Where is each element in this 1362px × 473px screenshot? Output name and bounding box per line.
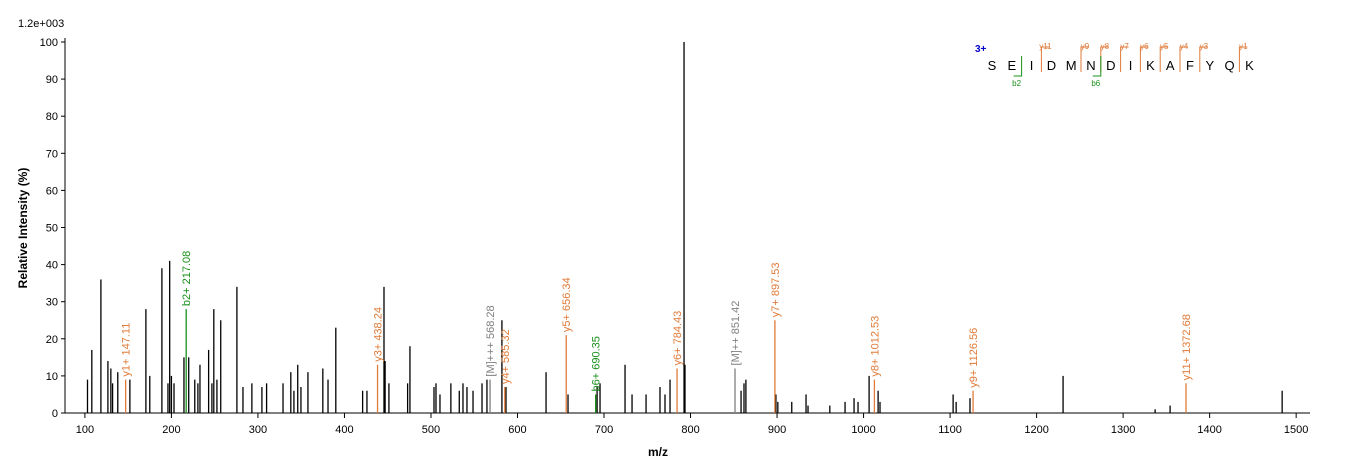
- y-tick-label: 80: [46, 111, 58, 123]
- peak-annotation: y5+ 656.34: [561, 277, 573, 332]
- peak-annotation: y9+ 1126.56: [968, 328, 980, 388]
- y-ion-marker: [1040, 46, 1050, 72]
- residue: S: [988, 58, 997, 73]
- charge-state: 3+: [975, 44, 987, 55]
- b-ion-label: b2: [1012, 79, 1021, 88]
- peak-annotation: b6+ 690.35: [591, 336, 603, 391]
- residue: E: [1007, 58, 1016, 73]
- peak-annotation: b2+ 217.08: [181, 251, 193, 306]
- residue: Q: [1225, 58, 1235, 73]
- y-ion-label: y7: [1120, 42, 1129, 51]
- y-tick-label: 90: [46, 74, 58, 86]
- peak-annotation: y6+ 784.43: [672, 311, 684, 366]
- b-ion-marker: [1092, 56, 1102, 77]
- x-tick-label: 600: [508, 424, 526, 436]
- y-ion-marker: [1199, 46, 1208, 72]
- residue: I: [1030, 58, 1034, 73]
- y-tick-label: 20: [46, 334, 58, 346]
- x-tick-label: 1300: [1111, 424, 1135, 436]
- x-tick-label: 100: [76, 424, 94, 436]
- y-ion-marker: [1238, 46, 1248, 72]
- peak-annotation: y11+ 1372.68: [1181, 314, 1193, 380]
- x-tick-label: 800: [681, 424, 699, 436]
- x-tick-label: 1200: [1024, 424, 1048, 436]
- y-ion-label: y3: [1200, 42, 1209, 51]
- y-ion-marker: [1080, 46, 1089, 72]
- y-tick-label: 100: [40, 37, 58, 49]
- y-tick-label: 70: [46, 148, 58, 160]
- peak-annotation: y7+ 897.53: [770, 263, 782, 318]
- y-ion-label: y5: [1160, 42, 1169, 51]
- y-ion-marker: [1120, 46, 1129, 72]
- b-ion-label: b6: [1091, 79, 1100, 88]
- y-axis-title: Relative Intensity (%): [16, 168, 30, 289]
- x-tick-label: 1100: [938, 424, 962, 436]
- residue: D: [1106, 58, 1115, 73]
- x-tick-label: 1500: [1284, 424, 1308, 436]
- y-ion-label: y4: [1180, 42, 1189, 51]
- x-tick-label: 300: [249, 424, 267, 436]
- peak-annotation: y1+ 147.11: [121, 323, 133, 377]
- x-tick-label: 1400: [1197, 424, 1221, 436]
- residue: Y: [1205, 58, 1214, 73]
- peak-annotation: [M]+++ 568.28: [485, 305, 497, 376]
- y-ion-label: y8: [1101, 42, 1110, 51]
- peak-annotation: y4+ 585.32: [500, 329, 512, 384]
- residue: K: [1146, 58, 1155, 73]
- y-tick-label: 50: [46, 223, 58, 235]
- peak-annotation: [M]++ 851.42: [730, 301, 742, 366]
- x-tick-label: 1000: [851, 424, 875, 436]
- b-ion-marker: [1013, 56, 1023, 77]
- residue: N: [1086, 58, 1095, 73]
- x-tick-label: 500: [422, 424, 440, 436]
- y-ion-marker: [1159, 46, 1169, 72]
- y-tick-label: 40: [46, 260, 58, 272]
- y-ion-marker: [1179, 46, 1188, 72]
- x-axis-title: m/z: [648, 445, 668, 459]
- scale-label: 1.2e+003: [18, 18, 64, 30]
- y-ion-label: y1: [1239, 42, 1248, 51]
- y-ion-label: y6: [1140, 42, 1149, 51]
- residue: F: [1186, 58, 1194, 73]
- y-tick-label: 0: [52, 408, 58, 420]
- y-tick-label: 10: [46, 371, 58, 383]
- y-ion-label: y9: [1081, 42, 1090, 51]
- peak-annotation: y8+ 1012.53: [869, 316, 881, 377]
- x-tick-label: 200: [162, 424, 180, 436]
- x-tick-label: 900: [768, 424, 786, 436]
- peak-annotation: y3+ 438.24: [373, 307, 385, 362]
- y-ion-label: y11: [1039, 42, 1052, 51]
- residue: K: [1245, 58, 1254, 73]
- x-tick-label: 700: [595, 424, 613, 436]
- residue: D: [1047, 58, 1056, 73]
- x-tick-label: 400: [335, 424, 353, 436]
- residue: A: [1166, 58, 1175, 73]
- residue: M: [1066, 58, 1077, 73]
- y-tick-label: 60: [46, 185, 58, 197]
- residue: I: [1129, 58, 1133, 73]
- y-tick-label: 30: [46, 297, 58, 309]
- y-ion-marker: [1139, 46, 1149, 72]
